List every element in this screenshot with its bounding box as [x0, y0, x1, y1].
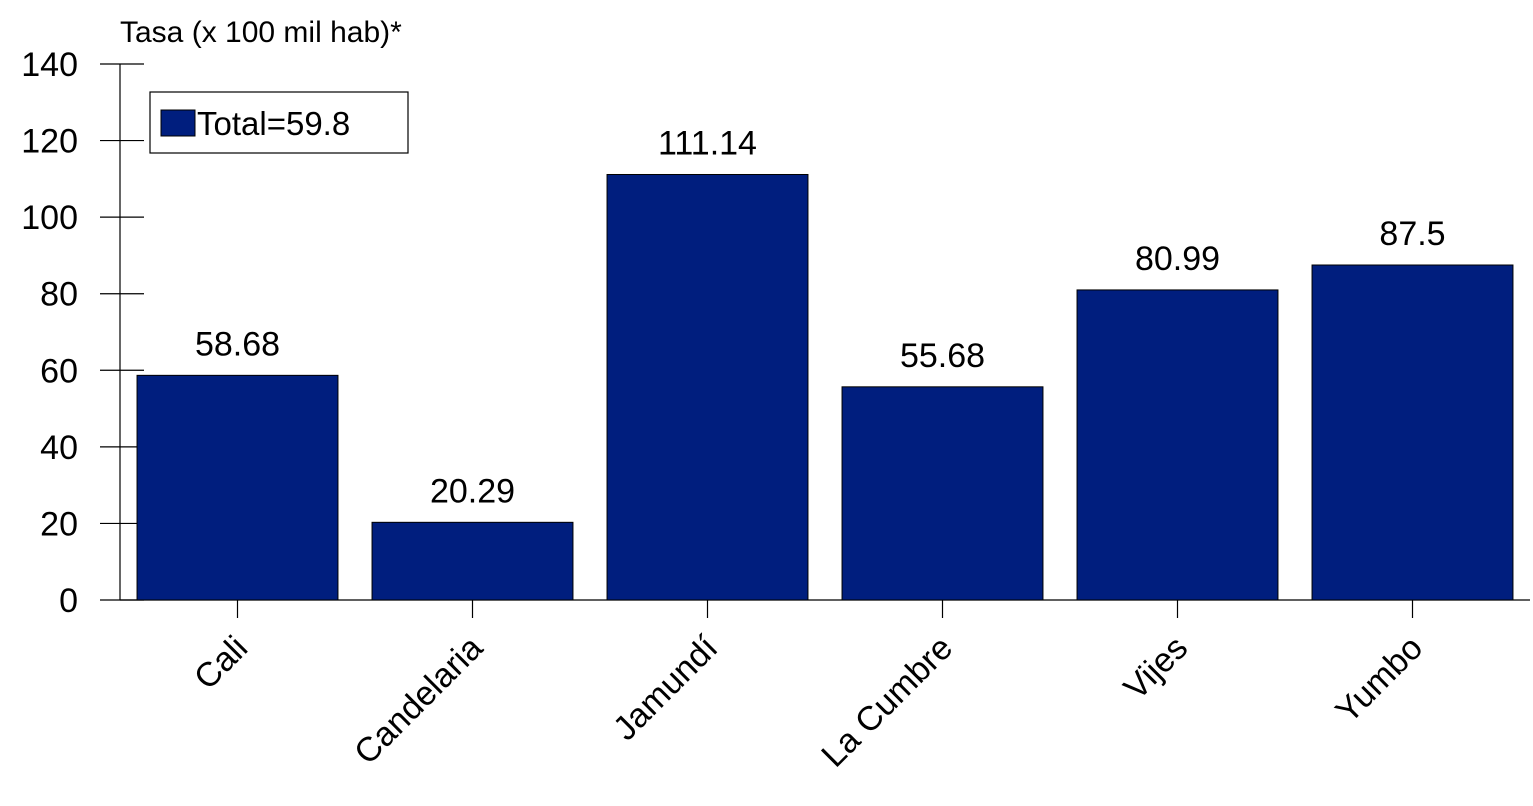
x-tick-label: Cali — [187, 629, 255, 697]
legend-label: Total=59.8 — [197, 105, 350, 142]
y-ticks: 0 20 40 60 80 100 120 140 — [21, 46, 144, 620]
bar-value-label: 80.99 — [1135, 240, 1220, 278]
x-tick-label: La Cumbre — [814, 629, 960, 775]
bar — [1311, 264, 1514, 601]
y-tick-label: 20 — [40, 505, 78, 543]
legend-swatch — [160, 109, 196, 137]
y-tick-label: 120 — [21, 123, 78, 161]
bar — [606, 173, 809, 601]
bar — [841, 386, 1044, 601]
y-tick-label: 60 — [40, 352, 78, 390]
legend: Total=59.8 — [149, 91, 409, 154]
y-tick-label: 80 — [40, 276, 78, 314]
y-tick-label: 0 — [59, 582, 78, 620]
bar — [1076, 289, 1279, 601]
bar-value-label: 87.5 — [1379, 215, 1445, 253]
bar-value-label: 58.68 — [195, 325, 280, 363]
bar — [136, 374, 339, 601]
bar-value-label: 55.68 — [900, 337, 985, 375]
x-tick-label: Yumbo — [1328, 629, 1430, 731]
bars — [136, 173, 1514, 601]
y-tick-label: 100 — [21, 199, 78, 237]
bar-value-label: 111.14 — [658, 124, 757, 162]
y-tick-label: 40 — [40, 429, 78, 467]
axes — [119, 64, 1530, 601]
x-tick-label: Vijes — [1117, 629, 1196, 708]
x-ticks: Cali Candelaria Jamundí La Cumbre Vijes Yumbo — [187, 600, 1430, 775]
x-tick-label: Candelaria — [347, 629, 490, 772]
bar-value-label: 20.29 — [430, 472, 515, 510]
y-tick-label: 140 — [21, 46, 78, 84]
x-tick-label: Jamundí — [606, 628, 725, 747]
value-labels: 58.68 20.29 111.14 55.68 80.99 87.5 — [195, 124, 1446, 510]
y-axis-label: Tasa (x 100 mil hab)* — [120, 16, 402, 49]
bar — [371, 521, 574, 601]
